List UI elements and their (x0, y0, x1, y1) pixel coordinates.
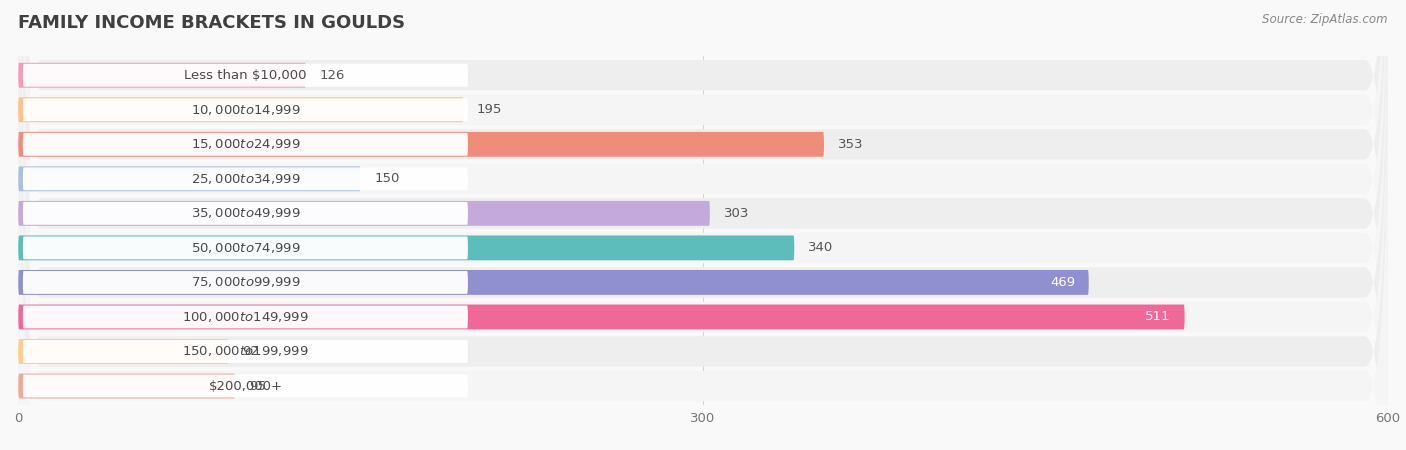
Text: $35,000 to $49,999: $35,000 to $49,999 (191, 207, 301, 220)
Text: $100,000 to $149,999: $100,000 to $149,999 (183, 310, 309, 324)
FancyBboxPatch shape (22, 236, 468, 259)
FancyBboxPatch shape (22, 99, 468, 121)
FancyBboxPatch shape (18, 0, 1388, 450)
FancyBboxPatch shape (22, 340, 468, 363)
Text: $25,000 to $34,999: $25,000 to $34,999 (191, 172, 301, 186)
FancyBboxPatch shape (18, 0, 1388, 450)
FancyBboxPatch shape (18, 132, 824, 157)
FancyBboxPatch shape (18, 305, 1185, 329)
FancyBboxPatch shape (18, 235, 794, 260)
Text: $150,000 to $199,999: $150,000 to $199,999 (183, 345, 309, 359)
Text: $15,000 to $24,999: $15,000 to $24,999 (191, 137, 301, 151)
Text: $200,000+: $200,000+ (208, 379, 283, 392)
Text: 353: 353 (838, 138, 863, 151)
Text: FAMILY INCOME BRACKETS IN GOULDS: FAMILY INCOME BRACKETS IN GOULDS (18, 14, 405, 32)
FancyBboxPatch shape (22, 133, 468, 156)
Text: 340: 340 (808, 241, 834, 254)
FancyBboxPatch shape (18, 0, 1388, 450)
FancyBboxPatch shape (18, 374, 235, 398)
Text: $50,000 to $74,999: $50,000 to $74,999 (191, 241, 301, 255)
FancyBboxPatch shape (18, 270, 1088, 295)
Text: Source: ZipAtlas.com: Source: ZipAtlas.com (1263, 14, 1388, 27)
Text: 126: 126 (319, 69, 344, 82)
FancyBboxPatch shape (18, 0, 1388, 405)
FancyBboxPatch shape (18, 63, 307, 88)
FancyBboxPatch shape (22, 64, 468, 87)
Text: 511: 511 (1146, 310, 1171, 324)
FancyBboxPatch shape (18, 339, 228, 364)
FancyBboxPatch shape (22, 202, 468, 225)
FancyBboxPatch shape (22, 271, 468, 294)
Text: 92: 92 (242, 345, 259, 358)
Text: $10,000 to $14,999: $10,000 to $14,999 (191, 103, 301, 117)
FancyBboxPatch shape (22, 167, 468, 190)
FancyBboxPatch shape (22, 374, 468, 397)
Text: 195: 195 (477, 103, 502, 116)
FancyBboxPatch shape (18, 22, 1388, 450)
Text: 150: 150 (374, 172, 399, 185)
FancyBboxPatch shape (18, 0, 1388, 450)
FancyBboxPatch shape (18, 0, 1388, 440)
Text: Less than $10,000: Less than $10,000 (184, 69, 307, 82)
FancyBboxPatch shape (18, 56, 1388, 450)
Text: 95: 95 (249, 379, 266, 392)
FancyBboxPatch shape (22, 306, 468, 328)
Text: 303: 303 (724, 207, 749, 220)
Text: $75,000 to $99,999: $75,000 to $99,999 (191, 275, 301, 289)
FancyBboxPatch shape (18, 166, 360, 191)
FancyBboxPatch shape (18, 201, 710, 226)
FancyBboxPatch shape (18, 97, 464, 122)
Text: 469: 469 (1050, 276, 1076, 289)
FancyBboxPatch shape (18, 0, 1388, 450)
FancyBboxPatch shape (18, 0, 1388, 450)
